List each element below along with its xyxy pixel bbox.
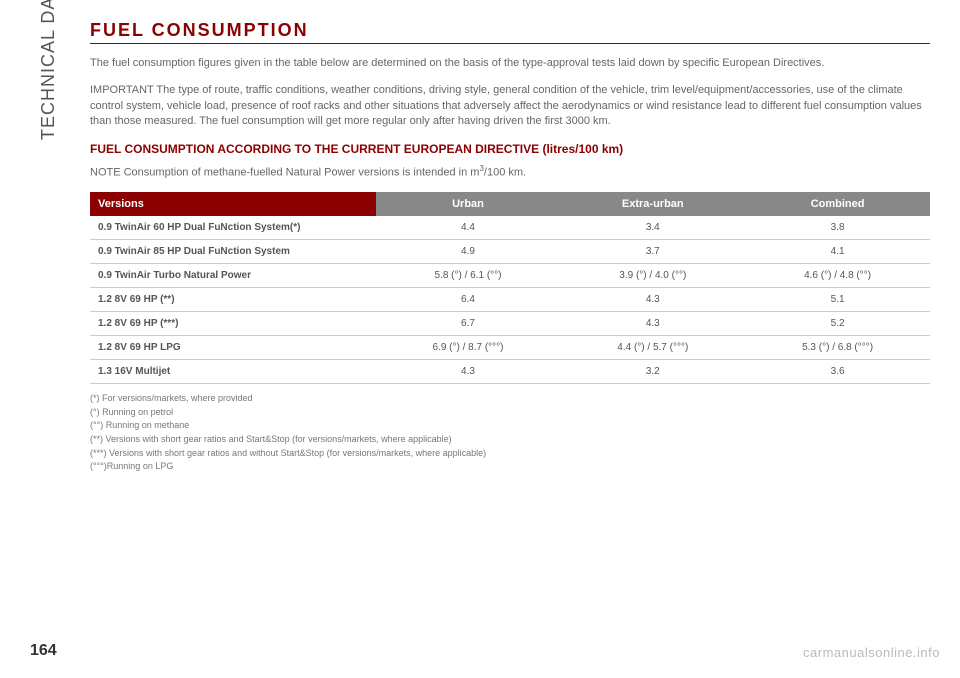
cell-version: 0.9 TwinAir 60 HP Dual FuNction System(*… [90, 216, 376, 240]
col-extra-urban: Extra-urban [560, 192, 745, 216]
cell-combined: 5.3 (°) / 6.8 (°°°) [745, 336, 930, 360]
table-row: 1.2 8V 69 HP (**) 6.4 4.3 5.1 [90, 288, 930, 312]
cell-extra-urban: 3.7 [560, 240, 745, 264]
cell-urban: 6.9 (°) / 8.7 (°°°) [376, 336, 561, 360]
cell-combined: 4.1 [745, 240, 930, 264]
table-row: 1.2 8V 69 HP (***) 6.7 4.3 5.2 [90, 312, 930, 336]
table-row: 0.9 TwinAir 60 HP Dual FuNction System(*… [90, 216, 930, 240]
table-subheading: FUEL CONSUMPTION ACCORDING TO THE CURREN… [90, 142, 930, 156]
intro-paragraph-1: The fuel consumption figures given in th… [90, 56, 930, 71]
cell-extra-urban: 3.2 [560, 360, 745, 384]
cell-combined: 3.8 [745, 216, 930, 240]
main-content: FUEL CONSUMPTION The fuel consumption fi… [90, 20, 930, 474]
cell-urban: 4.4 [376, 216, 561, 240]
footnote: (°) Running on petrol [90, 406, 930, 419]
cell-version: 0.9 TwinAir 85 HP Dual FuNction System [90, 240, 376, 264]
col-urban: Urban [376, 192, 561, 216]
cell-combined: 5.1 [745, 288, 930, 312]
table-row: 0.9 TwinAir 85 HP Dual FuNction System 4… [90, 240, 930, 264]
cell-urban: 6.4 [376, 288, 561, 312]
cell-combined: 4.6 (°) / 4.8 (°°) [745, 264, 930, 288]
table-row: 0.9 TwinAir Turbo Natural Power 5.8 (°) … [90, 264, 930, 288]
cell-urban: 4.9 [376, 240, 561, 264]
cell-extra-urban: 3.9 (°) / 4.0 (°°) [560, 264, 745, 288]
fuel-consumption-table: Versions Urban Extra-urban Combined 0.9 … [90, 192, 930, 384]
table-row: 1.3 16V Multijet 4.3 3.2 3.6 [90, 360, 930, 384]
footnote: (°°) Running on methane [90, 419, 930, 432]
cell-extra-urban: 4.3 [560, 288, 745, 312]
col-versions: Versions [90, 192, 376, 216]
cell-combined: 3.6 [745, 360, 930, 384]
table-row: 1.2 8V 69 HP LPG 6.9 (°) / 8.7 (°°°) 4.4… [90, 336, 930, 360]
cell-urban: 6.7 [376, 312, 561, 336]
watermark: carmanualsonline.info [803, 645, 940, 660]
cell-urban: 4.3 [376, 360, 561, 384]
footnote: (*) For versions/markets, where provided [90, 392, 930, 405]
footnote: (°°°)Running on LPG [90, 460, 930, 473]
cell-version: 1.2 8V 69 HP (***) [90, 312, 376, 336]
cell-extra-urban: 4.4 (°) / 5.7 (°°°) [560, 336, 745, 360]
cell-version: 1.2 8V 69 HP LPG [90, 336, 376, 360]
cell-extra-urban: 3.4 [560, 216, 745, 240]
intro-paragraph-2: IMPORTANT The type of route, traffic con… [90, 83, 930, 129]
col-combined: Combined [745, 192, 930, 216]
footnote: (**) Versions with short gear ratios and… [90, 433, 930, 446]
note-suffix: /100 km. [484, 166, 526, 178]
table-header-row: Versions Urban Extra-urban Combined [90, 192, 930, 216]
cell-version: 1.3 16V Multijet [90, 360, 376, 384]
page-heading: FUEL CONSUMPTION [90, 20, 930, 44]
page-number: 164 [30, 642, 57, 660]
cell-urban: 5.8 (°) / 6.1 (°°) [376, 264, 561, 288]
cell-version: 0.9 TwinAir Turbo Natural Power [90, 264, 376, 288]
cell-version: 1.2 8V 69 HP (**) [90, 288, 376, 312]
cell-combined: 5.2 [745, 312, 930, 336]
note-prefix: NOTE Consumption of methane-fuelled Natu… [90, 166, 479, 178]
note-text: NOTE Consumption of methane-fuelled Natu… [90, 164, 930, 179]
cell-extra-urban: 4.3 [560, 312, 745, 336]
footnotes: (*) For versions/markets, where provided… [90, 392, 930, 473]
footnote: (***) Versions with short gear ratios an… [90, 447, 930, 460]
sidebar-section-label: TECHNICAL DATA [38, 0, 59, 140]
